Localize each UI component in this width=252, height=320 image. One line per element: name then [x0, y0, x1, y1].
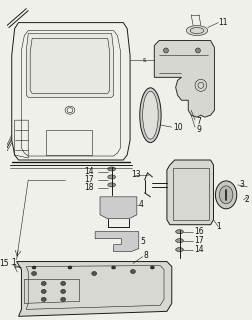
Ellipse shape	[108, 183, 115, 187]
Text: 2: 2	[244, 195, 249, 204]
Text: 1: 1	[216, 222, 221, 231]
Ellipse shape	[61, 297, 66, 301]
Polygon shape	[17, 261, 172, 316]
Text: 1: 1	[11, 258, 16, 267]
Ellipse shape	[176, 248, 183, 252]
Text: 8: 8	[144, 251, 148, 260]
Text: 3: 3	[240, 180, 244, 189]
Ellipse shape	[108, 175, 115, 179]
Ellipse shape	[112, 266, 115, 269]
Ellipse shape	[92, 271, 97, 276]
Ellipse shape	[196, 48, 200, 53]
Ellipse shape	[164, 48, 168, 53]
Text: 15: 15	[0, 259, 9, 268]
Ellipse shape	[131, 269, 135, 274]
Text: S: S	[143, 58, 146, 63]
Ellipse shape	[150, 266, 154, 269]
Text: 13: 13	[131, 171, 141, 180]
Text: 5: 5	[141, 237, 146, 246]
Polygon shape	[26, 34, 114, 97]
Text: 10: 10	[173, 123, 182, 132]
Polygon shape	[100, 197, 137, 219]
Ellipse shape	[176, 230, 183, 234]
Text: 7: 7	[196, 117, 201, 126]
Text: 18: 18	[84, 183, 94, 192]
Text: 9: 9	[196, 124, 201, 134]
Ellipse shape	[61, 289, 66, 293]
Ellipse shape	[140, 88, 161, 143]
Ellipse shape	[68, 266, 72, 269]
Polygon shape	[95, 232, 139, 252]
Text: 17: 17	[84, 175, 94, 184]
Ellipse shape	[32, 271, 37, 276]
Ellipse shape	[186, 26, 208, 36]
Text: 11: 11	[218, 18, 228, 27]
Ellipse shape	[215, 181, 237, 209]
Ellipse shape	[32, 266, 36, 269]
Text: 17: 17	[194, 236, 204, 245]
Ellipse shape	[143, 91, 158, 139]
Ellipse shape	[61, 282, 66, 285]
Text: 14: 14	[194, 245, 204, 254]
Polygon shape	[167, 160, 213, 225]
Ellipse shape	[41, 289, 46, 293]
Text: 14: 14	[84, 167, 94, 176]
Text: 4: 4	[139, 200, 144, 209]
Text: 16: 16	[194, 227, 204, 236]
Ellipse shape	[219, 186, 233, 204]
Polygon shape	[154, 41, 214, 117]
Ellipse shape	[176, 239, 183, 243]
Ellipse shape	[41, 282, 46, 285]
Ellipse shape	[41, 297, 46, 301]
Ellipse shape	[108, 167, 115, 171]
